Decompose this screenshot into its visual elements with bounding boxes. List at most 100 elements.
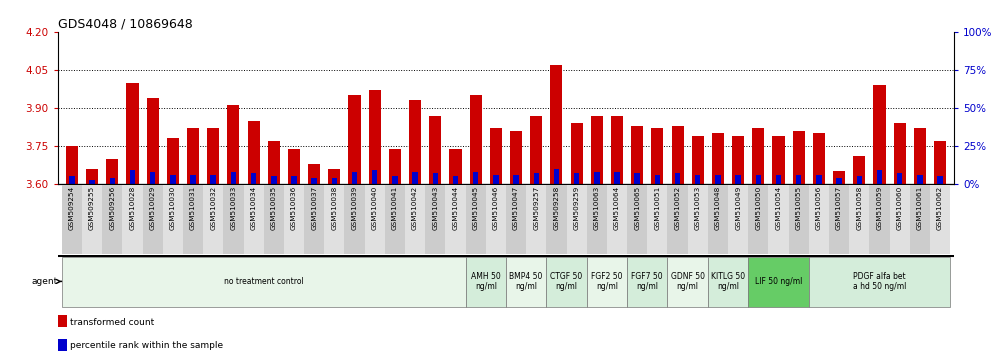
Bar (412, 172, 418, 184)
Text: GSM510030: GSM510030 (170, 186, 176, 230)
Bar (917, 175, 922, 184)
Bar (142, 185, 162, 254)
Text: FGF7 50
ng/ml: FGF7 50 ng/ml (631, 272, 663, 291)
Bar (850, 185, 870, 254)
Bar (384, 185, 405, 254)
Bar (773, 136, 785, 184)
Bar (146, 98, 158, 184)
Bar (870, 185, 889, 254)
Bar (667, 185, 687, 254)
Bar (352, 172, 358, 184)
Bar (107, 159, 119, 184)
Bar (547, 257, 587, 307)
Text: GSM510037: GSM510037 (311, 186, 317, 230)
Text: GSM510055: GSM510055 (796, 186, 802, 230)
Bar (227, 105, 239, 184)
Bar (291, 177, 297, 184)
Bar (909, 185, 930, 254)
Text: no treatment control: no treatment control (224, 277, 304, 286)
Bar (829, 185, 850, 254)
Text: BMP4 50
ng/ml: BMP4 50 ng/ml (510, 272, 543, 291)
Text: GSM510065: GSM510065 (634, 186, 640, 230)
Bar (243, 185, 264, 254)
Text: GSM510038: GSM510038 (332, 186, 338, 230)
Text: percentile rank within the sample: percentile rank within the sample (70, 341, 223, 350)
Bar (547, 185, 567, 254)
Text: GSM510046: GSM510046 (493, 186, 499, 230)
Bar (264, 185, 284, 254)
Bar (587, 185, 607, 254)
Bar (631, 126, 643, 184)
Bar (611, 116, 623, 184)
Bar (445, 185, 465, 254)
Bar (425, 185, 445, 254)
Bar (813, 133, 825, 184)
Bar (312, 178, 317, 184)
Bar (554, 169, 559, 184)
Bar (506, 257, 547, 307)
Bar (465, 257, 506, 307)
Text: GSM509254: GSM509254 (69, 186, 75, 230)
Text: GSM510056: GSM510056 (816, 186, 822, 230)
Bar (373, 170, 377, 184)
Bar (129, 170, 135, 184)
Text: PDGF alfa bet
a hd 50 ng/ml: PDGF alfa bet a hd 50 ng/ml (853, 272, 906, 291)
Bar (349, 95, 361, 184)
Bar (675, 173, 680, 184)
Bar (937, 177, 943, 184)
Text: GSM510049: GSM510049 (735, 186, 741, 230)
Bar (769, 185, 789, 254)
Bar (607, 185, 627, 254)
Bar (687, 185, 708, 254)
Bar (567, 185, 587, 254)
Bar (756, 175, 761, 184)
Bar (203, 185, 223, 254)
Bar (248, 121, 260, 184)
Text: GSM510034: GSM510034 (251, 186, 257, 230)
Bar (62, 257, 465, 307)
Bar (809, 185, 829, 254)
Bar (62, 185, 82, 254)
Bar (429, 116, 441, 184)
Bar (506, 185, 526, 254)
Bar (166, 138, 179, 184)
Text: GSM510052: GSM510052 (674, 186, 680, 230)
Bar (796, 175, 802, 184)
Bar (671, 126, 683, 184)
Bar (809, 257, 950, 307)
Text: GSM510028: GSM510028 (129, 186, 135, 230)
Text: GSM509257: GSM509257 (533, 186, 539, 230)
Bar (634, 173, 639, 184)
Text: GSM510048: GSM510048 (715, 186, 721, 230)
Bar (449, 149, 461, 184)
Bar (365, 185, 384, 254)
Bar (308, 164, 321, 184)
Bar (453, 177, 458, 184)
Text: GSM509255: GSM509255 (89, 186, 95, 230)
Bar (490, 128, 502, 184)
Bar (493, 175, 499, 184)
Bar (615, 172, 620, 184)
Text: GSM510054: GSM510054 (776, 186, 782, 230)
Bar (534, 173, 539, 184)
Bar (66, 146, 78, 184)
Bar (126, 82, 138, 184)
Bar (170, 175, 175, 184)
Bar (667, 257, 708, 307)
Bar (103, 185, 123, 254)
Bar (325, 185, 345, 254)
Bar (647, 185, 667, 254)
Bar (526, 185, 547, 254)
Bar (345, 185, 365, 254)
Bar (510, 131, 522, 184)
Text: agent: agent (32, 277, 58, 286)
Bar (513, 175, 519, 184)
Text: GSM510064: GSM510064 (614, 186, 620, 230)
Bar (465, 185, 486, 254)
Text: GSM510032: GSM510032 (210, 186, 216, 230)
Bar (388, 149, 401, 184)
Bar (251, 173, 256, 184)
Text: GSM510062: GSM510062 (937, 186, 943, 230)
Bar (913, 128, 926, 184)
Bar (708, 257, 748, 307)
